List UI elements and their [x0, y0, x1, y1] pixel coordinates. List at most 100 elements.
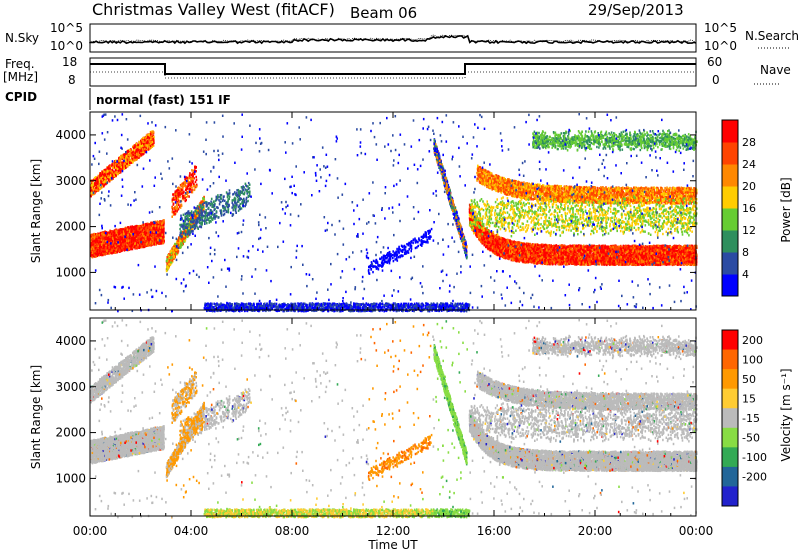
power-cell [118, 238, 121, 241]
power-cell [163, 221, 165, 224]
power-cell [213, 208, 216, 212]
power-cell [240, 186, 243, 189]
power-cell [115, 235, 118, 238]
power-cell [102, 233, 105, 236]
power-cell [144, 237, 147, 241]
power-cell [166, 262, 168, 265]
power-cell [110, 252, 113, 255]
power-cell [185, 188, 187, 192]
power-cell [93, 176, 96, 180]
power-cell [182, 191, 185, 194]
power-cell [197, 217, 199, 220]
power-cell [125, 234, 128, 237]
power-cell [157, 229, 159, 232]
power-cell [174, 213, 176, 216]
power-cell [96, 243, 99, 247]
power-cell [188, 174, 191, 177]
power-cell [95, 178, 98, 181]
power-cell [173, 256, 175, 259]
power-cell [189, 172, 191, 175]
power-cell [116, 250, 119, 253]
power-cell [181, 243, 184, 247]
power-cell [110, 170, 112, 173]
power-cell [182, 224, 185, 227]
power-cell [121, 235, 123, 238]
power-cell [110, 232, 113, 236]
power-cell [206, 214, 208, 217]
power-cell [124, 162, 126, 165]
power-cell [156, 241, 158, 245]
power-cell [190, 183, 193, 186]
power-cell [148, 234, 151, 237]
power-cell [139, 225, 142, 228]
power-cell [243, 197, 245, 201]
power-cell [102, 235, 105, 238]
power-cell [195, 224, 198, 228]
power-cell [114, 241, 116, 244]
power-cell [228, 189, 231, 192]
power-cell [114, 238, 116, 242]
power-cell [184, 215, 186, 218]
power-cell [141, 224, 143, 227]
power-cell [179, 227, 181, 231]
power-cell [108, 252, 111, 255]
power-cell [141, 140, 144, 143]
power-cell [242, 185, 244, 188]
power-cell [158, 235, 160, 238]
power-cell [188, 230, 190, 233]
power-cell [157, 241, 159, 244]
power-cell [93, 245, 96, 248]
power-cell [141, 153, 144, 156]
power-cell [190, 210, 193, 213]
power-cell [122, 235, 124, 238]
nsearch-tick-bottom: 10^0 [704, 39, 737, 53]
power-cell [107, 169, 109, 173]
power-cell [237, 193, 239, 197]
power-cell [96, 233, 98, 236]
freq-label-line2: [MHz] [3, 70, 38, 84]
power-cell [90, 234, 93, 238]
power-cell [161, 228, 164, 232]
power-cell [94, 252, 97, 255]
power-cell [161, 240, 163, 243]
power-cell [129, 234, 131, 238]
power-cell [154, 242, 157, 245]
nsearch-tick-top: 10^5 [704, 21, 737, 35]
power-cell [163, 238, 165, 241]
power-cell [184, 177, 186, 181]
power-cell [133, 148, 136, 152]
power-cell [118, 245, 121, 248]
power-cell [207, 206, 210, 210]
power-cell [94, 245, 97, 248]
date-title: 29/Sep/2013 [588, 1, 684, 19]
power-cell [102, 246, 105, 249]
power-cell [219, 209, 222, 212]
power-cell [118, 249, 121, 252]
power-cell [99, 231, 102, 235]
power-cell [115, 242, 118, 246]
power-cell [135, 224, 138, 228]
power-cell [101, 236, 103, 240]
station-title: Christmas Valley West (fitACF) [92, 0, 335, 19]
power-cell [151, 224, 154, 228]
power-cell [197, 207, 200, 210]
power-cell [138, 244, 141, 247]
power-cell [146, 235, 149, 239]
power-cell [138, 231, 141, 235]
power-cell [169, 253, 171, 256]
power-cell [138, 146, 140, 149]
power-cell [101, 253, 104, 257]
power-cell [101, 241, 104, 244]
power-cell [136, 149, 138, 152]
power-cell [174, 209, 176, 212]
power-cell [201, 220, 204, 224]
power-cell [151, 242, 154, 245]
power-cell [191, 191, 194, 194]
power-cell [124, 248, 127, 251]
power-cell [224, 199, 226, 202]
power-cell [104, 239, 106, 242]
power-cell [117, 238, 119, 241]
nave-tick-bottom: 0 [712, 73, 720, 87]
power-cell [114, 247, 116, 250]
power-cell [236, 189, 238, 192]
